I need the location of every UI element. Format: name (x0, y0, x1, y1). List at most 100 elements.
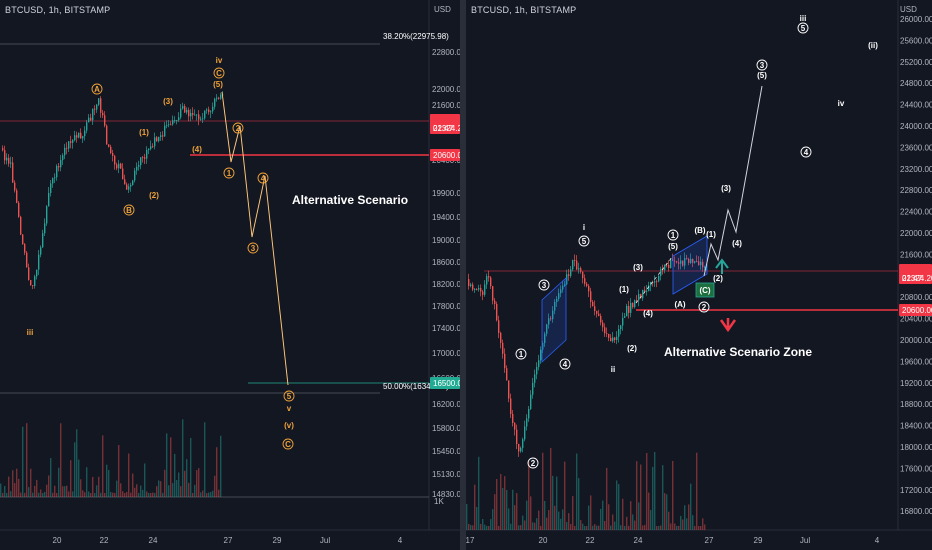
right-candle-body (608, 333, 610, 338)
right-volume-bar (674, 523, 676, 530)
right-candle-body (696, 261, 698, 263)
right-wave-(2)-b: (2) (713, 274, 723, 283)
right-candle-body (530, 394, 532, 410)
right-candle-body (670, 259, 672, 269)
left-volume-bar (48, 475, 50, 497)
right-volume-bar (698, 526, 700, 530)
left-volume-bar (36, 479, 38, 497)
right-candle-body (482, 291, 484, 295)
left-wave-5: 5 (287, 392, 292, 401)
right-candle-body (688, 258, 690, 263)
right-wave-4b-ring (800, 146, 812, 158)
left-volume-bar (132, 473, 134, 497)
right-candle-body (698, 261, 700, 266)
left-volume-bar (30, 468, 32, 497)
left-volume-bar (216, 447, 218, 497)
left-candle-body (18, 202, 20, 217)
right-candle-body (496, 303, 498, 321)
right-volume-bar (686, 518, 688, 530)
left-volume-tick: 1K (434, 497, 444, 506)
right-candle-body (680, 260, 682, 264)
left-candle-body (2, 148, 4, 151)
right-channel-box-1 (541, 277, 567, 363)
left-candle-body (150, 146, 152, 149)
right-wave-2b: 2 (702, 303, 707, 312)
left-candle-body (188, 109, 190, 117)
right-wave-(C): (C) (699, 286, 710, 295)
right-wave-5b-ring (797, 22, 809, 34)
left-candle-body (46, 206, 48, 224)
right-wave-4: 4 (563, 360, 568, 369)
left-chart-canvas[interactable]: USD22800.0022000.0021600.0020400.0019900… (0, 0, 460, 550)
right-volume-bar (478, 456, 480, 530)
left-volume-bar (122, 491, 124, 497)
right-volume-bar (684, 505, 686, 530)
left-candle-body (74, 135, 76, 141)
right-candle-body (524, 426, 526, 440)
right-volume-bar (530, 496, 532, 530)
right-candle-body (658, 275, 660, 282)
right-volume-bar (636, 461, 638, 530)
left-volume-bar (176, 480, 178, 497)
right-candle-body (574, 260, 576, 261)
left-candle-body (58, 166, 60, 168)
right-current-price-tag-bg (899, 264, 932, 284)
right-volume-bar (498, 525, 500, 530)
right-volume-bar (702, 518, 704, 530)
left-volume-bar (32, 492, 34, 497)
right-volume-bar (480, 523, 482, 530)
right-candle-body (506, 368, 508, 381)
left-candle-body (90, 117, 92, 121)
left-volume-bar (70, 460, 72, 497)
right-volume-bar (640, 464, 642, 530)
right-volume-bar (562, 509, 564, 530)
left-candle-body (184, 106, 186, 113)
right-C-box (695, 282, 715, 298)
right-volume-bar (664, 493, 666, 530)
left-candle-body (182, 106, 184, 109)
left-candle-body (176, 120, 178, 121)
right-wave-3b-ring (756, 59, 768, 71)
left-volume-bar (4, 486, 6, 497)
right-volume-bar (570, 524, 572, 530)
left-volume-bar (146, 491, 148, 497)
right-volume-bar (552, 475, 554, 530)
right-candle-body (560, 289, 562, 294)
right-candle-body (572, 260, 574, 270)
right-chart-panel[interactable]: USD 26000.00 25600.00 25200.00 24800.00 24400… (466, 0, 932, 550)
left-candle-body (78, 132, 80, 138)
right-wave-3b: 3 (760, 61, 765, 70)
left-candle-body (48, 193, 50, 207)
right-volume-bar (496, 479, 498, 530)
panel-divider[interactable] (460, 0, 466, 550)
right-volume-bar (494, 494, 496, 530)
right-volume-bar (650, 509, 652, 530)
left-price-tick: 17000.00 (432, 349, 460, 358)
left-volume-bar (38, 492, 40, 497)
left-candle-body (86, 122, 88, 131)
left-volume-bar (210, 491, 212, 497)
right-candle-body (590, 291, 592, 302)
left-volume-bar (42, 492, 44, 497)
left-volume-bar (136, 484, 138, 497)
right-volume-bar (646, 452, 648, 530)
left-volume-bar (110, 492, 112, 497)
right-wave-(5)-b: (5) (757, 71, 767, 80)
left-volume-bar (106, 464, 108, 497)
right-volume-bar (544, 501, 546, 530)
right-volume-bar (510, 523, 512, 530)
left-volume-bar (92, 476, 94, 497)
right-candle-body (674, 260, 676, 262)
left-price-tick: 15130.00 (432, 470, 460, 479)
left-level-green-tag: 16500.00 (433, 379, 460, 388)
left-chart-panel[interactable]: USD22800.0022000.0021600.0020400.0019900… (0, 0, 460, 550)
left-price-tick: 17800.00 (432, 302, 460, 311)
right-volume-bar (630, 501, 632, 530)
right-wave-1b: 1 (671, 231, 676, 240)
right-volume-bar (514, 505, 516, 530)
right-wave-4-ring (559, 358, 571, 370)
left-volume-bar (74, 442, 76, 497)
left-candle-body (128, 186, 130, 190)
right-volume-bar (678, 525, 680, 530)
